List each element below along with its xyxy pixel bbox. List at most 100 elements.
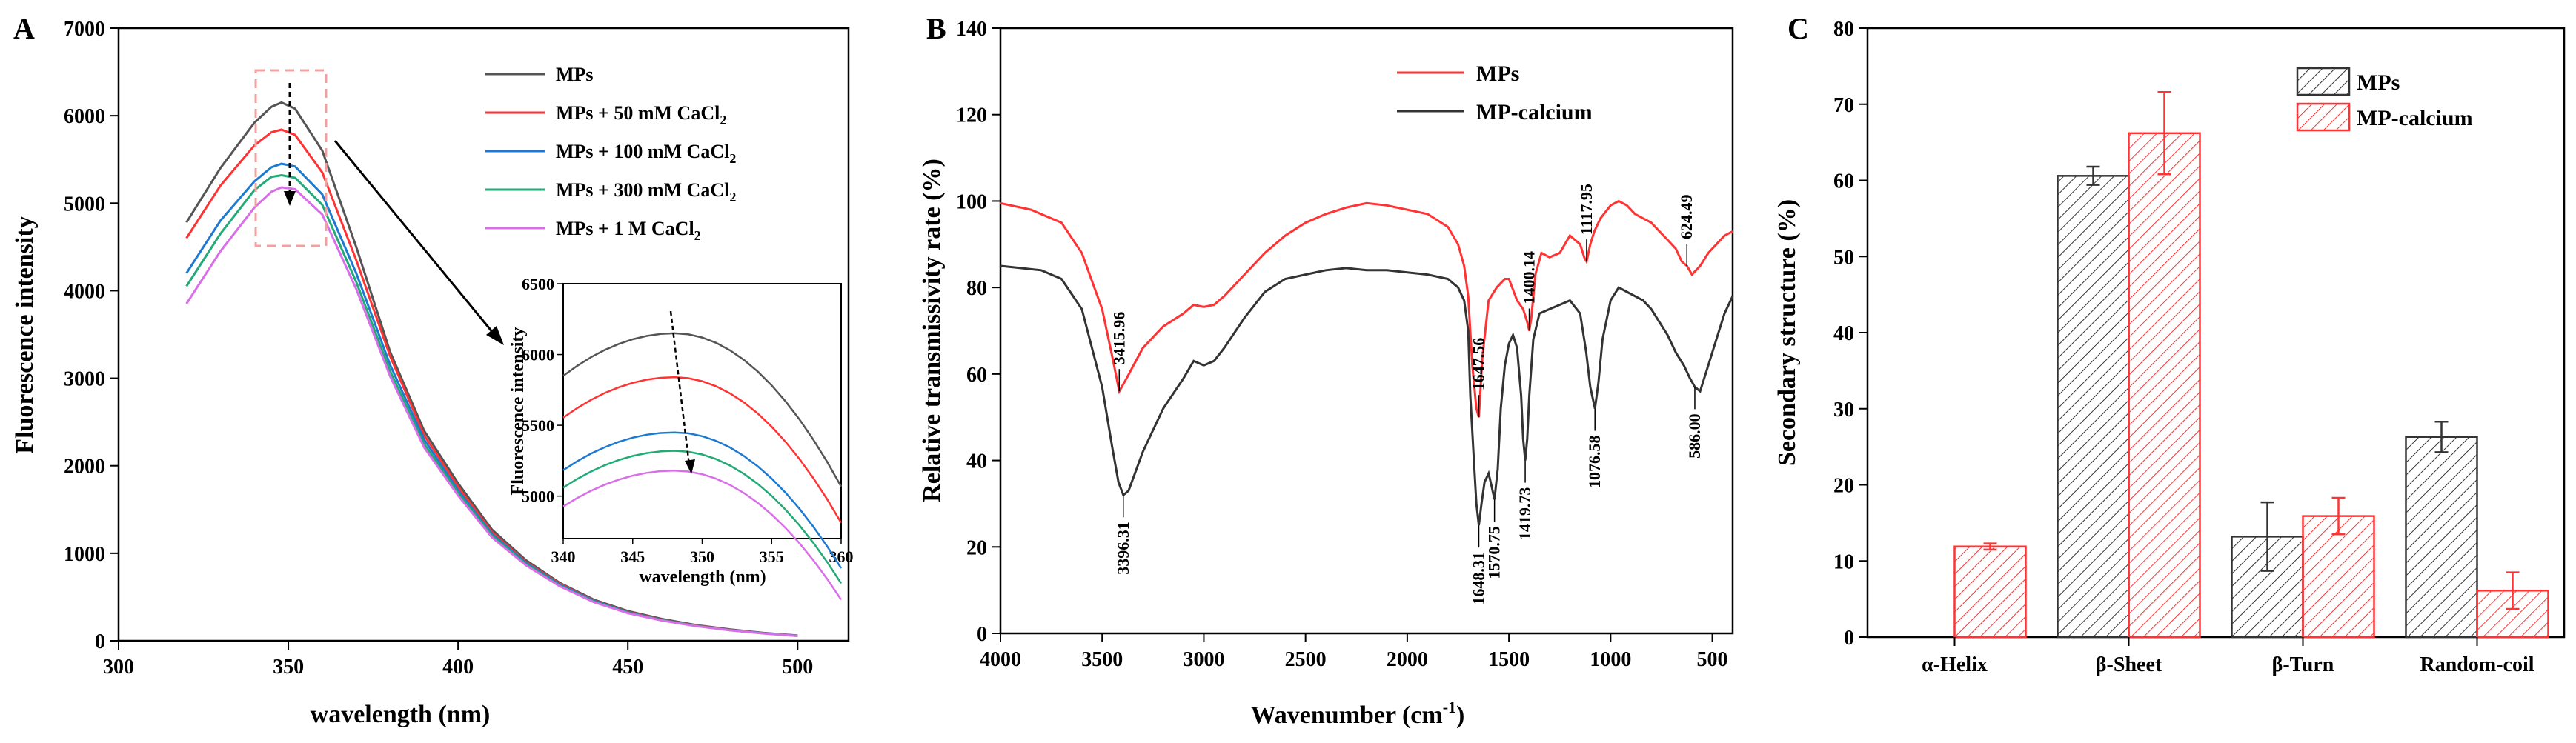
inset-series-line [562,431,843,569]
x-tick-label: 2500 [1285,648,1327,671]
peak-label: 624.49 [1677,194,1696,239]
y-tick-label: 5000 [64,193,105,216]
panel-a-zoom-arrow [333,140,498,338]
panel-a-y-axis: 0 1000 2000 3000 4000 5000 6000 7000 [64,18,119,653]
x-tick-label: 4000 [980,648,1021,671]
panel-a-x-axis: 300 350 400 450 500 [103,641,813,679]
panel-a-inset-series-lines [562,332,843,601]
x-tick-label: 500 [1697,648,1728,671]
peak-label: 1647.56 [1469,338,1487,391]
x-tick-label: 350 [273,656,304,679]
legend-swatch [2296,102,2351,132]
y-tick-label: 2000 [64,456,105,479]
panel-a-series-lines [185,101,798,637]
inset-x-tick-label: 360 [829,547,854,566]
legend-label: MPs [1476,61,1519,86]
x-tick-label: 450 [612,656,643,679]
y-tick-label: 140 [956,18,987,41]
y-tick-label: 40 [966,450,987,473]
inset-series-line [562,332,843,487]
y-tick-label: 60 [1833,170,1854,193]
x-tick-label: 300 [103,656,134,679]
peak-label: 1076.58 [1585,436,1604,489]
panel-c-y-label: Secondary structure (%) [1773,199,1801,466]
inset-x-tick-label: 340 [551,547,576,566]
y-tick-label: 30 [1833,399,1854,422]
inset-y-tick-label: 6500 [522,275,554,293]
series-line [1000,199,1733,418]
panel-a-inset-dashed-arrow [669,310,691,466]
y-tick-label: 70 [1833,94,1854,117]
peak-label: 3415.96 [1109,312,1128,365]
y-tick-label: 7000 [64,18,105,41]
panel-a-letter: A [13,12,35,45]
panel-a-x-label: wavelength (nm) [311,701,491,728]
panel-b-y-label: Relative transmissivity rate (%) [918,159,946,502]
inset-y-tick-label: 5000 [522,487,554,506]
category-label: Random-coil [2420,653,2534,676]
x-tick-label: 500 [782,656,813,679]
bar [2057,175,2130,639]
series-line [1000,264,1734,526]
inset-x-tick-label: 345 [620,547,645,566]
x-tick-label: 1000 [1590,648,1631,671]
legend-label: MPs + 100 mM CaCl2 [556,141,736,166]
legend-label: MPs [2357,70,2400,95]
panel-b-peak-annotations: 3415.96 1647.56 1400.14 1117.95 624.49 3396.3… [1109,184,1704,605]
legend-label: MPs + 300 mM CaCl2 [556,179,736,204]
inset-series-line [562,450,843,584]
y-tick-label: 0 [977,623,987,646]
y-tick-label: 50 [1833,246,1854,269]
y-tick-label: 120 [956,104,987,127]
peak-label: 586.00 [1685,413,1704,459]
peak-label: 3396.31 [1114,522,1132,575]
peak-label: 1570.75 [1485,526,1504,579]
y-tick-label: 0 [1844,627,1854,650]
x-tick-label: 3500 [1081,648,1123,671]
panel-c-legend: MPs MP-calcium [2296,67,2473,132]
y-tick-label: 80 [966,277,987,300]
inset-y-tick-label: 6000 [522,346,554,364]
panel-a-inset-dashed-arrow-head [685,459,695,474]
legend-label: MPs + 1 M CaCl2 [556,218,701,243]
panel-c-x-axis: α-Helix β-Sheet β-Turn Random-coil [1922,637,2534,676]
panel-a-inset-x-label: wavelength (nm) [639,567,766,587]
y-tick-label: 3000 [64,368,105,391]
inset-series-line [562,470,843,601]
panel-a-chart: A 0 1000 2000 3000 4000 5000 6000 7000 300 350 40… [11,12,854,728]
panel-a-inset-y-label: Fluorescence intensity [508,327,528,496]
panel-b-y-axis: 0 20 40 60 80 100 120 140 [956,18,1000,646]
bar [2302,515,2375,639]
legend-swatch [2296,67,2351,96]
inset-y-tick-label: 5500 [522,416,554,435]
peak-label: 1400.14 [1520,251,1538,304]
x-tick-label: 2000 [1387,648,1428,671]
peak-label: 1419.73 [1516,487,1534,541]
legend-label: MP-calcium [1476,100,1593,124]
panel-b-plot-frame [999,27,1734,635]
panel-b-legend: MPs MP-calcium [1397,61,1593,124]
panel-a-zoom-arrow-head [486,326,504,345]
bar [1953,545,2027,639]
bar [2128,132,2201,639]
y-tick-label: 0 [95,630,105,653]
legend-label: MPs [556,64,594,85]
panel-a-inset-frame [562,283,842,539]
legend-label: MPs + 50 mM CaCl2 [556,102,726,127]
panel-c-chart: C 0 10 20 30 40 50 60 70 80 α-Helix β-Sheet β-Turn… [1773,12,2566,676]
y-tick-label: 4000 [64,280,105,303]
panel-c-bars [1953,91,2549,639]
x-tick-label: 400 [442,656,474,679]
inset-x-tick-label: 355 [760,547,784,566]
category-label: β-Turn [2272,653,2334,676]
panel-b-x-label: Wavenumber (cm-1) [1251,698,1465,729]
series-line [185,186,798,637]
bar [2405,436,2478,639]
y-tick-label: 1000 [64,543,105,566]
y-tick-label: 40 [1833,322,1854,345]
inset-series-line [562,376,843,524]
y-tick-label: 6000 [64,105,105,128]
peak-label: 1117.95 [1577,184,1596,235]
panel-c-y-axis: 0 10 20 30 40 50 60 70 80 [1833,18,1868,650]
panel-a-legend: MPs MPs + 50 mM CaCl2 MPs + 100 mM CaCl2 MP… [485,64,736,243]
